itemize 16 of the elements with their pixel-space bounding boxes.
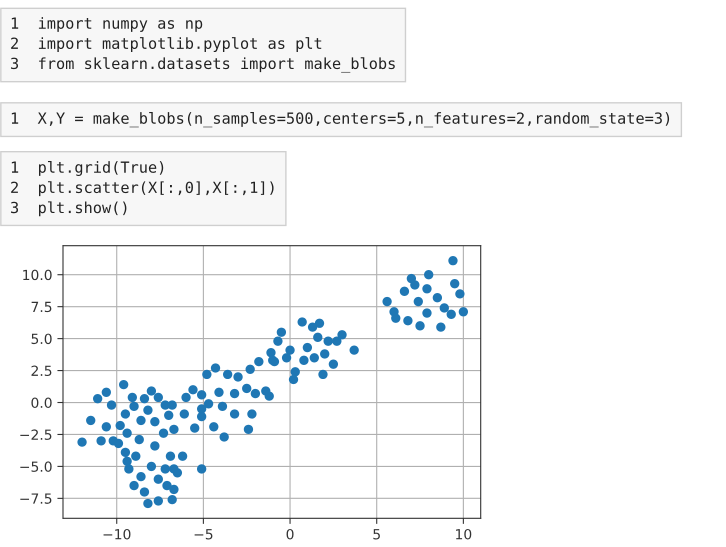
x-tick-label: 5 [373, 529, 380, 540]
x-tick-label: 10 [456, 528, 472, 540]
y-tick-label: 5.0 [32, 334, 52, 344]
text: 1 plt.grid(True) 2 plt.scatter(X[:,0],X[:,1]) 3 plt.show() [11, 161, 274, 216]
y-tick-label: 7.5 [32, 302, 52, 312]
text: 1 import numpy as np 2 import matplotlib.pyplot as plt 3 from sklearn.datasets import make_blobs [11, 17, 395, 73]
y-tick-label: −5.0 [20, 461, 52, 472]
y-tick-label: 0.0 [31, 397, 52, 408]
x-tick-label: −10 [104, 528, 130, 540]
y-tick-label: 2.5 [32, 366, 52, 376]
y-tick-label: −7.5 [20, 494, 52, 504]
y-tick-label: −2.5 [20, 429, 52, 440]
y-tick-label: 10.0 [23, 270, 52, 280]
x-tick-label: 0 [286, 528, 294, 540]
text: 1 X,Y = make_blobs(n_samples=500,centers=5,n_features=2,random_state=3) [12, 112, 670, 128]
x-tick-label: −5 [194, 529, 212, 540]
